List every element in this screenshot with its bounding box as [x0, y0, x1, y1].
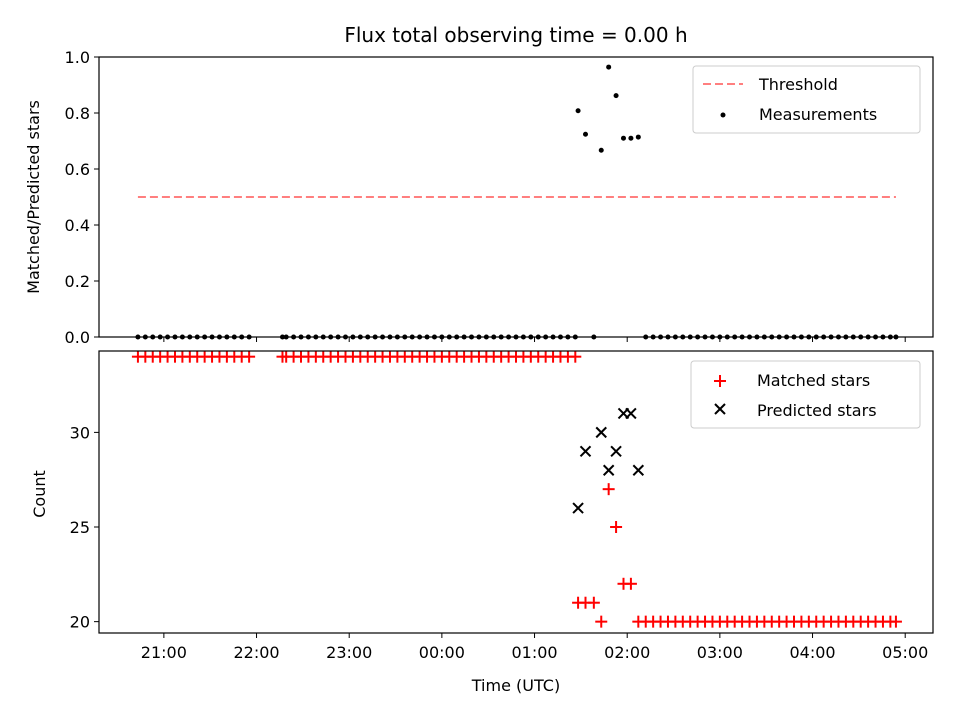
bottom-x-axis-label: Time (UTC) — [471, 676, 560, 695]
measurement-point — [583, 131, 588, 137]
top-y-axis-label: Matched/Predicted stars — [24, 100, 43, 294]
bottom-x-axis: 21:00 22:00 23:00 00:00 01:00 02:00 03:00 04:00… — [141, 633, 928, 662]
legend-predicted-label: Predicted stars — [757, 401, 877, 420]
top-y-tick-label: 0.2 — [65, 272, 90, 291]
legend-threshold-label: Threshold — [758, 75, 838, 94]
bottom-y-axis-label: Count — [30, 470, 49, 518]
measurement-point — [620, 135, 626, 141]
predicted-star-point — [632, 464, 645, 476]
bottom-x-tick-label: 05:00 — [882, 643, 928, 662]
matched-star-point — [624, 577, 637, 590]
bottom-x-tick-label: 22:00 — [233, 643, 279, 662]
top-y-tick-label: 0.4 — [65, 216, 90, 235]
bottom-legend: Matched stars Predicted stars — [690, 360, 921, 429]
predicted-star-point — [625, 407, 637, 420]
matched-star-point — [602, 483, 615, 496]
predicted-star-point — [572, 502, 584, 514]
matched-star-point — [595, 615, 608, 628]
bottom-y-tick-label: 30 — [70, 423, 90, 442]
top-x-tick-marks — [163, 337, 906, 342]
bottom-x-tick-label: 23:00 — [326, 643, 372, 662]
predicted-star-point — [579, 445, 592, 458]
predicted-star-point — [610, 445, 622, 458]
top-legend: Threshold Measurements — [692, 65, 921, 134]
bottom-x-tick-label: 21:00 — [141, 643, 187, 662]
bottom-x-tick-label: 03:00 — [697, 643, 743, 662]
matched-star-point — [243, 350, 256, 363]
bottom-x-tick-label: 01:00 — [511, 643, 557, 662]
bottom-x-tick-label: 02:00 — [604, 643, 650, 662]
bottom-y-axis: 20 25 30 — [70, 423, 99, 632]
measurement-point — [628, 135, 634, 141]
measurement-point — [598, 147, 604, 153]
bottom-x-tick-label: 04:00 — [789, 643, 835, 662]
bottom-y-tick-label: 20 — [70, 613, 90, 632]
top-chart-title: Flux total observing time = 0.00 h — [344, 23, 687, 47]
top-y-tick-label: 0.8 — [65, 104, 90, 123]
legend-matched-label: Matched stars — [757, 371, 870, 390]
measurement-point — [635, 134, 641, 140]
legend-measurements-label: Measurements — [759, 105, 877, 124]
matched-star-point — [587, 596, 600, 609]
bottom-axes-frame — [98, 350, 934, 634]
bottom-y-tick-label: 25 — [70, 518, 90, 537]
predicted-star-point — [602, 464, 615, 476]
top-legend-box — [692, 65, 921, 134]
bottom-legend-box — [690, 360, 921, 429]
top-y-axis: 0.0 0.2 0.4 0.6 0.8 1.0 — [65, 48, 99, 347]
bottom-x-tick-label: 00:00 — [419, 643, 465, 662]
legend-measurements-marker — [720, 112, 726, 118]
measurement-point — [613, 93, 619, 99]
legend-matched-marker — [714, 375, 726, 387]
top-y-tick-label: 1.0 — [65, 48, 90, 67]
bottom-plot-area — [131, 350, 902, 628]
matched-star-point — [889, 615, 902, 628]
measurement-point — [575, 108, 581, 114]
measurement-point — [606, 64, 612, 70]
matched-star-point — [569, 350, 582, 363]
predicted-star-point — [595, 426, 607, 439]
top-y-tick-label: 0.0 — [65, 328, 90, 347]
legend-predicted-marker — [714, 403, 726, 415]
matched-star-point — [610, 521, 623, 534]
top-axes-frame — [98, 56, 934, 338]
top-y-tick-label: 0.6 — [65, 160, 90, 179]
